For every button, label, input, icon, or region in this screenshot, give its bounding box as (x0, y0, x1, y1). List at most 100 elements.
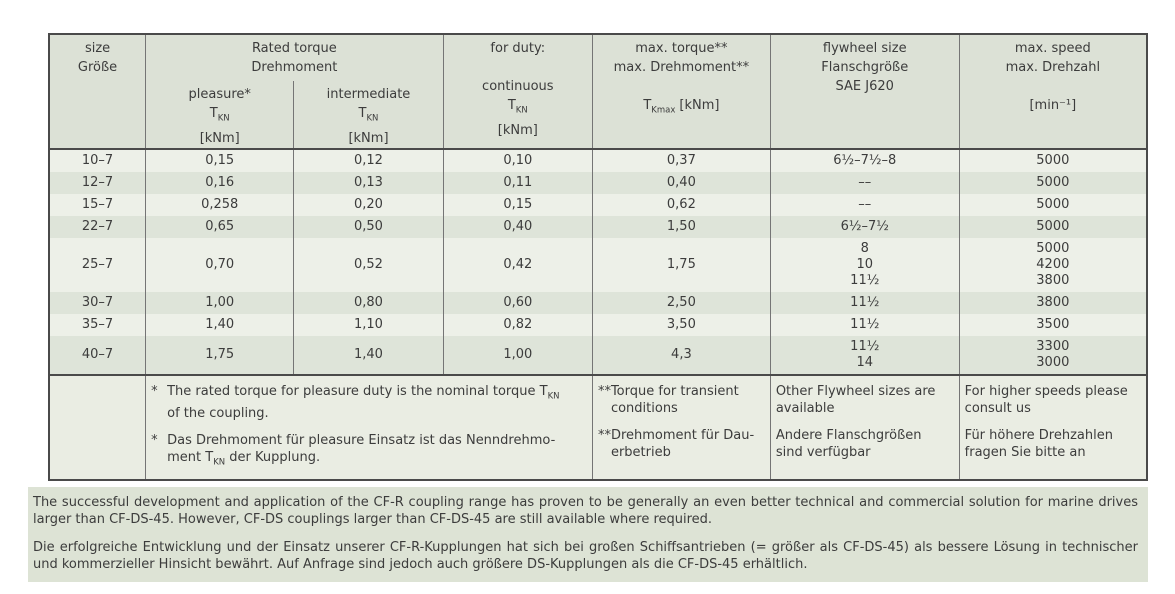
cell-flywheel: 11½ 14 (769, 335, 960, 375)
header-flywheel: flywheel size Flanschgröße SAE J620 (769, 34, 960, 149)
cell-intermediate: 0,52 (293, 237, 444, 292)
table-row: 35–7 1,40 1,10 0,82 3,50 11½ 3500 (48, 313, 1148, 336)
cell-continuous: 0,15 (442, 193, 593, 216)
footnote-item: Für höhere Drehzahlen fragen Sie bitte a… (964, 427, 1113, 460)
unit-label: [kNm] (497, 122, 538, 138)
cell-pleasure: 0,70 (145, 237, 295, 292)
cell-pleasure: 0,15 (145, 147, 295, 172)
footnote-item: * Das Drehmoment für pleasure Einsatz is… (151, 433, 556, 468)
for-duty-label: for duty: (490, 41, 546, 56)
header-size: size Größe (48, 34, 147, 149)
cell-speed: 5000 (958, 215, 1148, 238)
unit-label: [kNm] (199, 130, 240, 146)
cell-flywheel: 11½ (769, 313, 960, 336)
cell-flywheel: 6½–7½ (769, 215, 960, 238)
cell-continuous: 0,40 (442, 215, 593, 238)
cell-max-torque: 1,50 (591, 215, 771, 238)
header-rated-torque: Rated torque Drehmoment (145, 34, 444, 81)
cell-size: 25–7 (48, 237, 147, 292)
header-for-duty: for duty: continuous TKN [kNm] (442, 34, 593, 149)
table-row: 15–7 0,258 0,20 0,15 0,62 –– 5000 (48, 193, 1148, 216)
footnote-marker: * (151, 383, 158, 399)
footnote-speed: For higher speeds please consult us Für … (958, 373, 1148, 480)
coupling-spec-table: size Größe Rated torque Drehmoment for d… (48, 33, 1148, 481)
footnote-max-torque: ** Torque for transient conditions ** Dr… (591, 373, 771, 480)
cell-continuous: 0,82 (442, 313, 593, 336)
cell-size: 15–7 (48, 193, 147, 216)
spacer (448, 58, 588, 77)
spacer (597, 77, 766, 96)
cell-flywheel: –– (769, 171, 960, 194)
cell-speed: 3500 (958, 313, 1148, 336)
cell-pleasure: 0,258 (145, 193, 295, 216)
cell-size: 22–7 (48, 215, 147, 238)
footnote-rated-torque: * The rated torque for pleasure duty is … (145, 373, 593, 480)
cell-speed: 5000 (958, 193, 1148, 216)
subscript: KN (515, 105, 528, 116)
footnote-marker: ** (597, 427, 611, 443)
paragraph-de: Die erfolgreiche Entwicklung und der Ein… (33, 539, 1138, 573)
cell-continuous: 0,10 (442, 147, 593, 172)
t-symbol: TKmax [kNm] (643, 98, 720, 116)
unit-label: [kNm] (679, 98, 720, 113)
cell-size: 35–7 (48, 313, 147, 336)
cell-size: 10–7 (48, 147, 147, 172)
cell-intermediate: 0,20 (293, 193, 444, 216)
subscript: KN (213, 457, 226, 468)
subscript: KN (366, 113, 379, 124)
subscript: KN (547, 391, 560, 402)
cell-flywheel: 8 10 11½ (769, 237, 960, 292)
footnote-flywheel: Other Flywheel sizes are available Ander… (769, 373, 960, 480)
cell-size: 40–7 (48, 335, 147, 375)
cell-max-torque: 4,3 (591, 335, 771, 375)
footnote-marker: ** (597, 383, 611, 399)
cell-speed: 3300 3000 (958, 335, 1148, 375)
cell-intermediate: 0,80 (293, 291, 444, 314)
subscript: Kmax (651, 105, 676, 116)
cell-pleasure: 1,75 (145, 335, 295, 375)
cell-intermediate: 0,13 (293, 171, 444, 194)
footnote-row: * The rated torque for pleasure duty is … (48, 373, 1148, 480)
footnote-item: ** Drehmoment für Dau- erbetrieb (597, 427, 755, 460)
table-row: 40–7 1,75 1,40 1,00 4,3 11½ 14 3300 3000 (48, 335, 1148, 375)
subscript: KN (217, 113, 230, 124)
footnote-empty-cell (48, 373, 147, 480)
cell-pleasure: 1,40 (145, 313, 295, 336)
cell-max-torque: 0,62 (591, 193, 771, 216)
cell-intermediate: 0,50 (293, 215, 444, 238)
cell-pleasure: 1,00 (145, 291, 295, 314)
table-row: 22–7 0,65 0,50 0,40 1,50 6½–7½ 5000 (48, 215, 1148, 238)
cell-max-torque: 0,40 (591, 171, 771, 194)
footnote-item: ** Torque for transient conditions (597, 383, 739, 416)
cell-flywheel: –– (769, 193, 960, 216)
cell-speed: 5000 (958, 171, 1148, 194)
cell-flywheel: 11½ (769, 291, 960, 314)
footnote-marker: * (151, 433, 158, 449)
footnote-item: Other Flywheel sizes are available (775, 383, 936, 416)
cell-speed: 5000 4200 3800 (958, 237, 1148, 292)
spacer (964, 77, 1142, 96)
cell-max-torque: 3,50 (591, 313, 771, 336)
table-row: 10–7 0,15 0,12 0,10 0,37 6½–7½–8 5000 (48, 147, 1148, 172)
t-symbol: TKN (358, 106, 379, 124)
cell-continuous: 0,42 (442, 237, 593, 292)
cell-continuous: 0,11 (442, 171, 593, 194)
cell-size: 12–7 (48, 171, 147, 194)
table-row: 30–7 1,00 0,80 0,60 2,50 11½ 3800 (48, 291, 1148, 314)
cell-speed: 3800 (958, 291, 1148, 314)
header-row-1: size Größe Rated torque Drehmoment for d… (48, 34, 1148, 149)
cell-intermediate: 1,10 (293, 313, 444, 336)
continuous-label: continuous (482, 79, 554, 94)
coupling-spec-table-wrap: size Größe Rated torque Drehmoment for d… (48, 33, 1175, 481)
t-symbol: TKN (209, 106, 230, 124)
header-max-torque: max. torque** max. Drehmoment** TKmax [kN… (591, 34, 771, 149)
t-symbol: TKN (507, 98, 528, 116)
cell-flywheel: 6½–7½–8 (769, 147, 960, 172)
cell-continuous: 0,60 (442, 291, 593, 314)
cell-intermediate: 0,12 (293, 147, 444, 172)
cell-size: 30–7 (48, 291, 147, 314)
header-row-2: pleasure* TKN [kNm] intermediate TKN [kN… (49, 81, 1147, 149)
unit-label: [kNm] (348, 130, 389, 146)
header-intermediate: intermediate TKN [kNm] (293, 81, 444, 149)
unit-label: [min⁻¹] (1029, 98, 1077, 113)
